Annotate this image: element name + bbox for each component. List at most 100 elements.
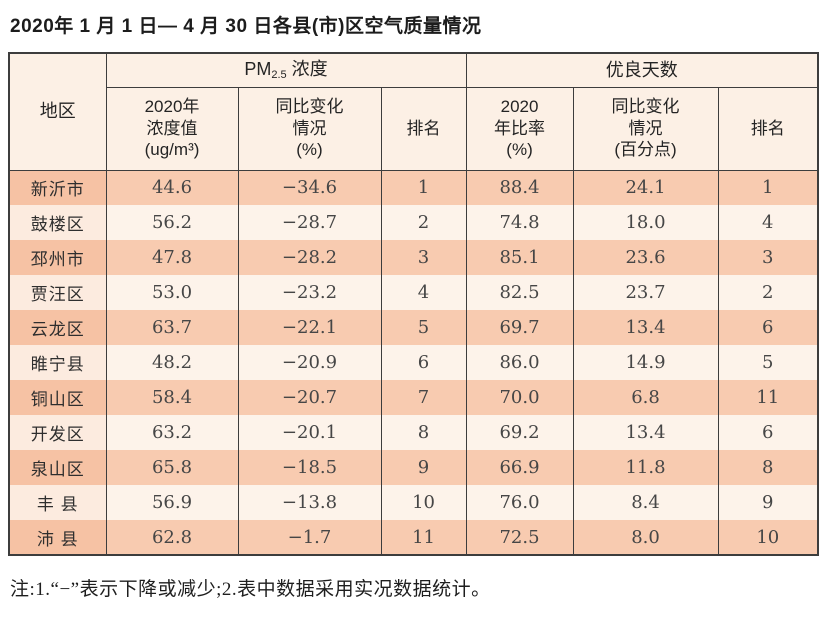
table-row: 铜山区 58.4 −20.7 7 70.0 6.8 11 <box>9 380 819 415</box>
cell-pm25-change: −20.1 <box>237 415 381 450</box>
cell-pm25-value: 63.2 <box>105 415 238 450</box>
cell-region: 睢宁县 <box>9 345 106 380</box>
header-sub-row: 2020年 浓度值 (ug/m³) 同比变化 情况 (%) 排名 2020 年比… <box>9 86 819 171</box>
header-pm25-group: PM2.5 浓度 <box>105 52 467 88</box>
cell-pm25-value: 62.8 <box>105 520 238 555</box>
cell-good-change: 8.0 <box>572 520 719 555</box>
cell-region: 泉山区 <box>9 450 106 485</box>
cell-good-rank: 1 <box>717 170 819 205</box>
table-body: 新沂市 44.6 −34.6 1 88.4 24.1 1 鼓楼区 56.2 −28.7 2 74.8 1… <box>9 170 819 555</box>
cell-pm25-rank: 4 <box>380 275 467 310</box>
cell-pm25-rank: 1 <box>380 170 467 205</box>
cell-pm25-rank: 11 <box>380 520 467 555</box>
cell-pm25-rank: 2 <box>380 205 467 240</box>
cell-pm25-change: −20.7 <box>237 380 381 415</box>
cell-pm25-change: −23.2 <box>237 275 381 310</box>
cell-good-change: 14.9 <box>572 345 719 380</box>
cell-pm25-value: 48.2 <box>105 345 238 380</box>
cell-good-change: 23.7 <box>572 275 719 310</box>
page-title: 2020年 1 月 1 日— 4 月 30 日各县(市)区空气质量情况 <box>10 16 482 37</box>
cell-good-ratio: 69.7 <box>465 310 574 345</box>
cell-good-ratio: 66.9 <box>465 450 574 485</box>
cell-good-rank: 10 <box>717 520 819 555</box>
cell-region: 鼓楼区 <box>9 205 106 240</box>
table-row: 开发区 63.2 −20.1 8 69.2 13.4 6 <box>9 415 819 450</box>
cell-good-ratio: 70.0 <box>465 380 574 415</box>
cell-pm25-rank: 7 <box>380 380 467 415</box>
cell-good-rank: 8 <box>717 450 819 485</box>
cell-good-ratio: 76.0 <box>465 485 574 520</box>
cell-pm25-change: −28.7 <box>237 205 381 240</box>
cell-good-rank: 2 <box>717 275 819 310</box>
air-quality-table: 地区 PM2.5 浓度 优良天数 2020年 浓度值 (ug/m³) 同比变化 … <box>8 52 820 556</box>
cell-good-rank: 5 <box>717 345 819 380</box>
cell-good-change: 11.8 <box>572 450 719 485</box>
header-good-change: 同比变化 情况 (百分点) <box>572 86 719 171</box>
header-pm25-rank: 排名 <box>380 86 467 171</box>
cell-pm25-value: 47.8 <box>105 240 238 275</box>
table-row: 云龙区 63.7 −22.1 5 69.7 13.4 6 <box>9 310 819 345</box>
header-pm25-concentration: 2020年 浓度值 (ug/m³) <box>105 86 239 171</box>
cell-good-rank: 11 <box>717 380 819 415</box>
table-row: 贾汪区 53.0 −23.2 4 82.5 23.7 2 <box>9 275 819 310</box>
cell-region: 沛 县 <box>9 520 106 555</box>
cell-pm25-change: −22.1 <box>237 310 381 345</box>
table-row: 沛 县 62.8 −1.7 11 72.5 8.0 10 <box>9 520 819 555</box>
header-good-ratio: 2020 年比率 (%) <box>465 86 574 171</box>
cell-region: 云龙区 <box>9 310 106 345</box>
cell-pm25-value: 65.8 <box>105 450 238 485</box>
cell-pm25-value: 56.2 <box>105 205 238 240</box>
cell-good-change: 6.8 <box>572 380 719 415</box>
cell-region: 新沂市 <box>9 170 106 205</box>
pm25-label-suffix: 浓度 <box>286 59 328 80</box>
pm25-label-subscript: 2.5 <box>271 69 287 82</box>
cell-good-change: 24.1 <box>572 170 719 205</box>
cell-pm25-change: −13.8 <box>237 485 381 520</box>
table-row: 鼓楼区 56.2 −28.7 2 74.8 18.0 4 <box>9 205 819 240</box>
cell-pm25-value: 53.0 <box>105 275 238 310</box>
cell-pm25-rank: 3 <box>380 240 467 275</box>
cell-good-rank: 4 <box>717 205 819 240</box>
page: 2020年 1 月 1 日— 4 月 30 日各县(市)区空气质量情况 地区 P… <box>8 16 820 600</box>
cell-pm25-change: −18.5 <box>237 450 381 485</box>
cell-pm25-value: 58.4 <box>105 380 238 415</box>
header-group-row: 地区 PM2.5 浓度 优良天数 <box>8 52 819 171</box>
cell-good-rank: 6 <box>717 415 819 450</box>
table-row: 丰 县 56.9 −13.8 10 76.0 8.4 9 <box>9 485 819 520</box>
table-header: 地区 PM2.5 浓度 优良天数 2020年 浓度值 (ug/m³) 同比变化 … <box>8 52 819 171</box>
pm25-label-prefix: PM <box>244 59 272 80</box>
cell-good-ratio: 85.1 <box>465 240 574 275</box>
cell-pm25-value: 56.9 <box>105 485 238 520</box>
header-region: 地区 <box>8 52 107 171</box>
cell-good-change: 13.4 <box>572 415 719 450</box>
cell-pm25-value: 44.6 <box>105 170 238 205</box>
cell-pm25-rank: 10 <box>380 485 467 520</box>
header-good-rank: 排名 <box>717 86 819 171</box>
cell-region: 丰 县 <box>9 485 106 520</box>
cell-good-change: 13.4 <box>572 310 719 345</box>
cell-pm25-rank: 6 <box>380 345 467 380</box>
header-good-days-group: 优良天数 <box>465 52 819 88</box>
cell-region: 贾汪区 <box>9 275 106 310</box>
cell-good-ratio: 86.0 <box>465 345 574 380</box>
cell-good-change: 18.0 <box>572 205 719 240</box>
table-row: 睢宁县 48.2 −20.9 6 86.0 14.9 5 <box>9 345 819 380</box>
cell-good-rank: 3 <box>717 240 819 275</box>
cell-good-change: 23.6 <box>572 240 719 275</box>
cell-good-ratio: 72.5 <box>465 520 574 555</box>
cell-good-ratio: 69.2 <box>465 415 574 450</box>
cell-pm25-rank: 8 <box>380 415 467 450</box>
cell-good-rank: 6 <box>717 310 819 345</box>
cell-pm25-change: −28.2 <box>237 240 381 275</box>
cell-good-change: 8.4 <box>572 485 719 520</box>
table-row: 新沂市 44.6 −34.6 1 88.4 24.1 1 <box>9 170 819 205</box>
cell-pm25-change: −1.7 <box>237 520 381 555</box>
header-pm25-change: 同比变化 情况 (%) <box>237 86 382 171</box>
cell-pm25-rank: 9 <box>380 450 467 485</box>
cell-good-ratio: 82.5 <box>465 275 574 310</box>
cell-good-ratio: 74.8 <box>465 205 574 240</box>
cell-pm25-change: −34.6 <box>237 170 381 205</box>
cell-pm25-value: 63.7 <box>105 310 238 345</box>
cell-region: 开发区 <box>9 415 106 450</box>
cell-pm25-change: −20.9 <box>237 345 381 380</box>
